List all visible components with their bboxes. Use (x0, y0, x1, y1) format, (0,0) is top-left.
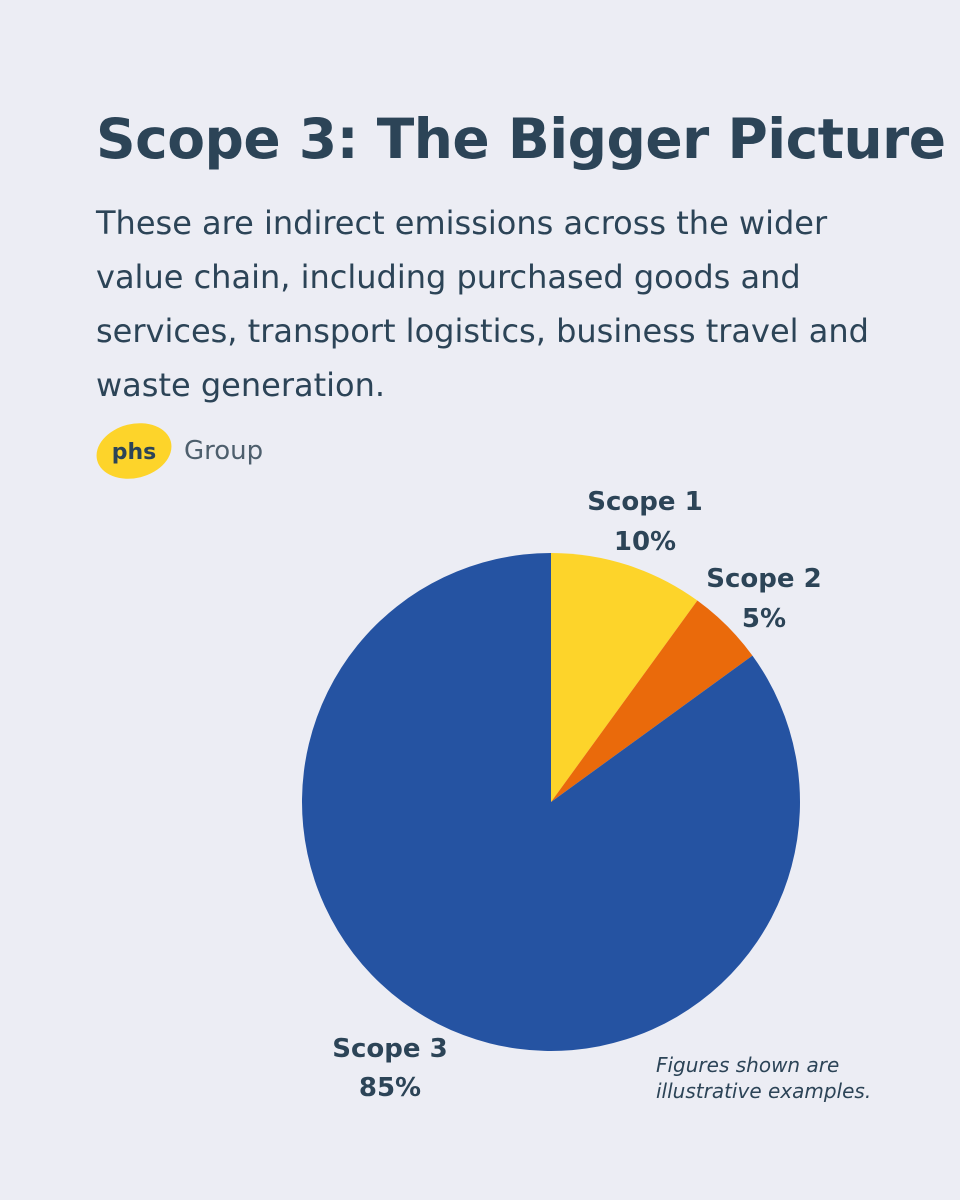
pie-slice-scope-2 (551, 600, 753, 802)
phs-logo: phs (96, 423, 172, 479)
value-label-scope-2: 5% (742, 604, 786, 634)
brand-lockup: phs Group (94, 418, 263, 484)
value-label-scope-3: 85% (359, 1073, 421, 1103)
pie-slice-scope-1 (551, 553, 698, 802)
chart-footnote: Figures shown are illustrative examples. (656, 1053, 872, 1103)
label-scope-2: Scope 2 (706, 564, 821, 594)
page-title: Scope 3: The Bigger Picture (96, 107, 946, 171)
phs-logo-shape (96, 423, 172, 479)
label-scope-1: Scope 1 (587, 487, 702, 517)
pie-slice-scope-3 (302, 553, 801, 1051)
label-scope-3: Scope 3 (332, 1034, 447, 1064)
value-label-scope-1: 10% (614, 527, 676, 557)
phs-logo-text: phs (112, 440, 157, 465)
brand-name: Group (184, 436, 264, 466)
page-subtitle: These are indirect emissions across the … (96, 204, 869, 404)
